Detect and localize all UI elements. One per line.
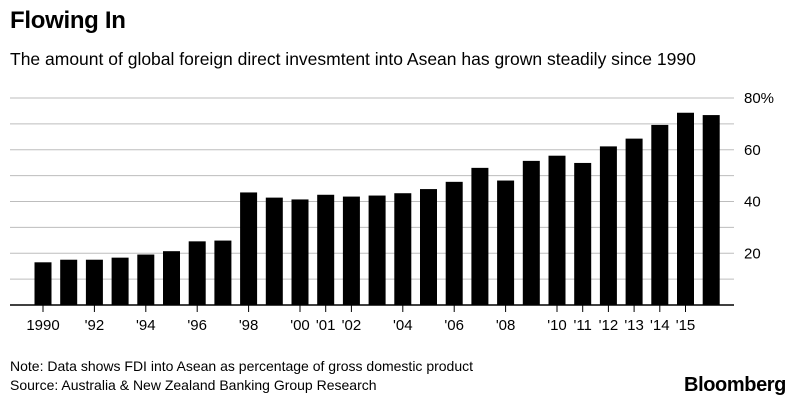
x-tick-label: '13 — [624, 317, 644, 334]
x-tick-label: '15 — [676, 317, 696, 334]
bar-1999 — [265, 197, 283, 305]
chart-notes: Note: Data shows FDI into Asean as perce… — [10, 357, 473, 395]
bar-2016 — [702, 115, 720, 305]
bar-2014 — [651, 124, 669, 305]
bar-1990 — [34, 262, 52, 305]
bar-2015 — [677, 112, 694, 305]
x-tick-label: '92 — [85, 317, 105, 334]
bar-2011 — [574, 162, 592, 305]
bar-2013 — [625, 138, 643, 305]
y-tick-label: 20 — [744, 245, 761, 262]
bar-2002 — [342, 196, 360, 305]
bar-1993 — [111, 257, 129, 305]
bar-2005 — [420, 189, 437, 305]
bar-2003 — [368, 195, 386, 305]
brand-logo: Bloomberg — [684, 374, 786, 396]
x-tick-label: '08 — [496, 317, 516, 334]
x-tick-label: '02 — [342, 317, 362, 334]
bar-2001 — [317, 194, 335, 305]
bar-2009 — [522, 160, 540, 305]
x-tick-label: '10 — [547, 317, 567, 334]
bar-2004 — [394, 193, 412, 305]
x-tick-label: '00 — [290, 317, 310, 334]
bar-2006 — [445, 181, 463, 305]
bar-1994 — [137, 254, 155, 305]
bar-1997 — [214, 240, 232, 305]
x-tick-label: '12 — [599, 317, 619, 334]
y-tick-label: 40 — [744, 194, 761, 211]
bar-1998 — [240, 192, 258, 305]
bar-2010 — [548, 155, 566, 305]
x-tick-label: 1990 — [26, 317, 59, 334]
x-tick-label: '94 — [136, 317, 156, 334]
chart-title: Flowing In — [10, 7, 126, 34]
bar-1996 — [188, 241, 206, 305]
y-tick-label: 60 — [744, 142, 761, 159]
bar-2007 — [471, 167, 489, 305]
bar-1991 — [60, 259, 78, 305]
bar-1992 — [85, 259, 103, 305]
bar-2008 — [497, 180, 515, 305]
x-tick-label: '11 — [573, 317, 591, 334]
note-text: Note: Data shows FDI into Asean as perce… — [10, 358, 474, 374]
bar-2000 — [291, 199, 309, 305]
source-text: Source: Australia & New Zealand Banking … — [10, 377, 377, 393]
x-tick-label: '98 — [239, 317, 259, 334]
x-tick-label: '96 — [187, 317, 207, 334]
x-tick-label: '04 — [393, 317, 413, 334]
bar-2012 — [599, 146, 617, 305]
x-tick-label: '06 — [444, 317, 464, 334]
x-tick-label: '14 — [650, 317, 670, 334]
bar-1995 — [163, 251, 180, 305]
chart-subtitle: The amount of global foreign direct inve… — [10, 49, 696, 69]
y-tick-label: 80% — [744, 90, 774, 107]
x-tick-label: '01 — [316, 317, 336, 334]
